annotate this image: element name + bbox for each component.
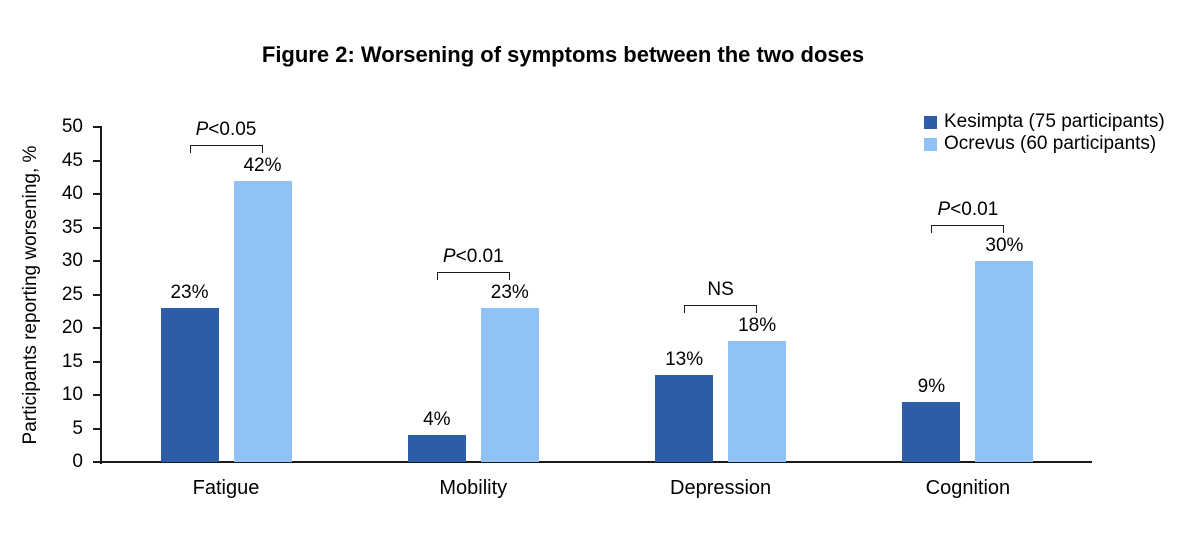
significance-bracket-cognition (931, 225, 1005, 233)
legend: Kesimpta (75 participants) Ocrevus (60 p… (924, 111, 1165, 155)
kesimpta-swatch-icon (924, 115, 937, 129)
y-tick (93, 293, 100, 296)
category-label-mobility: Mobility (439, 477, 508, 499)
bar-ocrevus-fatigue (233, 180, 292, 462)
y-tick (93, 126, 100, 128)
ocrevus-swatch-icon (924, 137, 937, 151)
legend-label-kesimpta: Kesimpta (75 participants) (944, 111, 1165, 132)
y-tick (93, 461, 100, 463)
value-label-kesimpta-fatigue: 23% (170, 281, 209, 303)
y-tick-label: 5 (72, 417, 83, 439)
y-tick-label: 0 (72, 451, 83, 472)
value-label-ocrevus-cognition: 30% (985, 235, 1024, 256)
y-tick-label: 45 (61, 149, 83, 171)
significance-bracket-depression (684, 305, 758, 314)
y-tick (93, 360, 100, 363)
value-label-kesimpta-cognition: 9% (917, 375, 946, 397)
y-tick (93, 226, 100, 229)
y-tick-label: 35 (61, 216, 83, 238)
bar-ocrevus-depression (728, 341, 787, 462)
y-tick-label: 25 (61, 283, 83, 305)
y-tick (93, 427, 100, 430)
value-label-kesimpta-depression: 13% (665, 348, 704, 370)
legend-item-ocrevus: Ocrevus (60 participants) (924, 133, 1165, 155)
value-label-ocrevus-fatigue: 42% (243, 154, 282, 176)
y-tick-label: 30 (61, 250, 83, 271)
y-tick-label: 50 (61, 116, 83, 137)
significance-label-mobility: P<0.01 (442, 245, 504, 267)
y-tick (93, 159, 100, 162)
significance-bracket-fatigue (189, 144, 263, 153)
bar-kesimpta-cognition (902, 401, 961, 462)
y-tick (93, 327, 100, 329)
bar-ocrevus-mobility (480, 307, 539, 462)
value-label-ocrevus-depression: 18% (738, 315, 777, 337)
bar-ocrevus-cognition (975, 261, 1034, 462)
bar-kesimpta-fatigue (160, 307, 219, 462)
y-axis-line (100, 126, 102, 464)
value-label-ocrevus-mobility: 23% (490, 281, 529, 303)
category-label-cognition: Cognition (925, 477, 1011, 499)
category-label-fatigue: Fatigue (192, 477, 260, 499)
y-tick (93, 394, 100, 396)
significance-label-cognition: P<0.01 (937, 199, 999, 220)
y-tick-label: 10 (61, 384, 83, 405)
y-tick-label: 20 (61, 317, 83, 338)
x-axis-line (100, 461, 1092, 463)
bar-kesimpta-depression (655, 374, 714, 462)
y-tick-label: 15 (61, 350, 83, 372)
bar-kesimpta-mobility (407, 435, 466, 462)
figure-title: Figure 2: Worsening of symptoms between … (261, 42, 865, 67)
significance-bracket-mobility (436, 271, 510, 280)
legend-label-ocrevus: Ocrevus (60 participants) (944, 133, 1157, 154)
value-label-kesimpta-mobility: 4% (423, 409, 451, 431)
category-label-depression: Depression (670, 477, 772, 499)
significance-label-fatigue: P<0.05 (195, 118, 257, 140)
y-tick-label: 40 (61, 183, 83, 204)
legend-item-kesimpta: Kesimpta (75 participants) (924, 111, 1165, 133)
y-tick (93, 260, 100, 262)
y-tick (93, 193, 100, 195)
significance-label-depression: NS (707, 279, 734, 301)
